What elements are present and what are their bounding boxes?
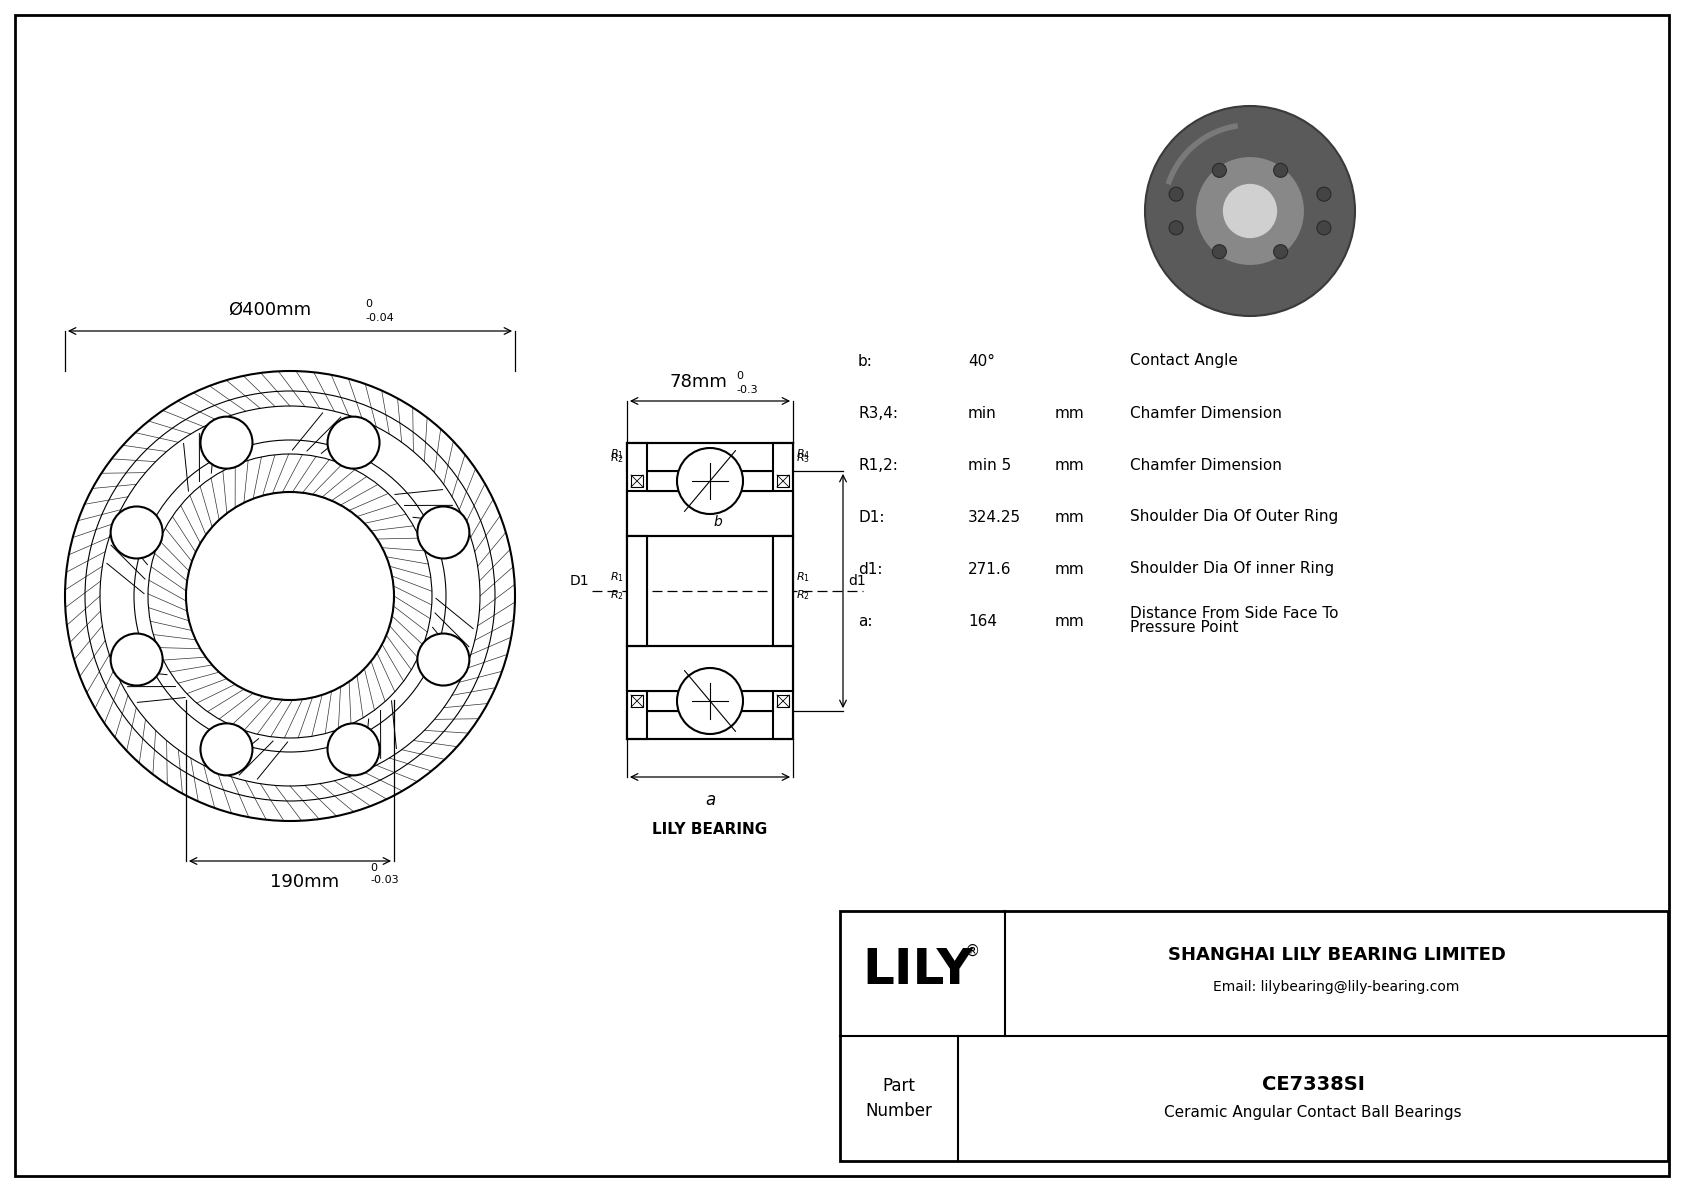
Text: b:: b: (859, 354, 872, 368)
Text: Email: lilybearing@lily-bearing.com: Email: lilybearing@lily-bearing.com (1212, 980, 1460, 994)
Circle shape (111, 506, 163, 559)
Text: R1,2:: R1,2: (859, 457, 898, 473)
Polygon shape (626, 443, 793, 470)
Polygon shape (626, 711, 793, 738)
Text: 78mm: 78mm (669, 373, 727, 391)
Circle shape (1212, 163, 1226, 177)
Text: Part
Number: Part Number (866, 1077, 933, 1120)
Circle shape (200, 417, 253, 468)
Text: -0.04: -0.04 (365, 313, 394, 323)
Circle shape (1273, 163, 1288, 177)
Text: Ceramic Angular Contact Ball Bearings: Ceramic Angular Contact Ball Bearings (1164, 1105, 1462, 1120)
Text: min 5: min 5 (968, 457, 1012, 473)
Text: Chamfer Dimension: Chamfer Dimension (1130, 405, 1282, 420)
Text: Shoulder Dia Of Outer Ring: Shoulder Dia Of Outer Ring (1130, 510, 1339, 524)
Text: $R_4$: $R_4$ (797, 447, 810, 461)
Text: b: b (714, 515, 722, 529)
Text: Chamfer Dimension: Chamfer Dimension (1130, 457, 1282, 473)
Circle shape (1169, 220, 1184, 235)
Text: d1: d1 (849, 574, 866, 588)
Polygon shape (626, 491, 793, 536)
Text: Contact Angle: Contact Angle (1130, 354, 1238, 368)
Text: 324.25: 324.25 (968, 510, 1021, 524)
Text: Pressure Point: Pressure Point (1130, 621, 1238, 636)
Text: CE7338SI: CE7338SI (1261, 1075, 1364, 1095)
Text: -0.03: -0.03 (370, 875, 399, 885)
Text: LILY: LILY (862, 947, 973, 994)
Text: 190mm: 190mm (271, 873, 340, 891)
Text: $R_1$: $R_1$ (610, 570, 625, 584)
Text: SHANGHAI LILY BEARING LIMITED: SHANGHAI LILY BEARING LIMITED (1167, 947, 1505, 965)
Text: mm: mm (1054, 405, 1084, 420)
Circle shape (327, 417, 379, 468)
Circle shape (1169, 187, 1184, 201)
Circle shape (200, 723, 253, 775)
Text: $R_2$: $R_2$ (610, 451, 625, 464)
Text: Ø400mm: Ø400mm (229, 301, 312, 319)
Circle shape (327, 723, 379, 775)
Text: $R_3$: $R_3$ (797, 451, 810, 464)
Text: LILY BEARING: LILY BEARING (652, 822, 768, 837)
Text: a:: a: (859, 613, 872, 629)
Polygon shape (626, 646, 793, 691)
Circle shape (1196, 156, 1305, 266)
Polygon shape (773, 443, 793, 738)
Circle shape (418, 506, 470, 559)
Text: 0: 0 (370, 863, 377, 873)
Text: 164: 164 (968, 613, 997, 629)
Text: $R_1$: $R_1$ (797, 570, 810, 584)
Text: mm: mm (1054, 613, 1084, 629)
Text: d1:: d1: (859, 561, 882, 576)
Polygon shape (773, 536, 793, 646)
Text: Shoulder Dia Of inner Ring: Shoulder Dia Of inner Ring (1130, 561, 1334, 576)
Text: D1:: D1: (859, 510, 884, 524)
Bar (632, 475, 643, 487)
Text: $R_2$: $R_2$ (610, 588, 625, 601)
Circle shape (1145, 106, 1356, 316)
Text: 271.6: 271.6 (968, 561, 1012, 576)
Text: R3,4:: R3,4: (859, 405, 898, 420)
Circle shape (1273, 244, 1288, 258)
Text: ®: ® (965, 944, 980, 959)
Text: $R_2$: $R_2$ (797, 588, 810, 601)
Circle shape (418, 634, 470, 686)
Text: -0.3: -0.3 (736, 385, 758, 395)
Bar (776, 696, 790, 707)
Text: Distance From Side Face To: Distance From Side Face To (1130, 606, 1339, 622)
Circle shape (1223, 183, 1278, 239)
Text: a: a (706, 791, 716, 809)
Bar (776, 475, 790, 487)
Text: min: min (968, 405, 997, 420)
Text: mm: mm (1054, 510, 1084, 524)
Text: 40°: 40° (968, 354, 995, 368)
Text: 0: 0 (736, 372, 743, 381)
Text: mm: mm (1054, 561, 1084, 576)
Bar (632, 696, 643, 707)
Text: 0: 0 (365, 299, 372, 308)
Polygon shape (626, 536, 647, 646)
Circle shape (1317, 187, 1330, 201)
Polygon shape (626, 443, 647, 738)
Text: D1: D1 (569, 574, 589, 588)
Circle shape (677, 668, 743, 734)
Circle shape (1212, 244, 1226, 258)
Bar (840, 911, 1667, 1161)
Circle shape (677, 448, 743, 515)
Text: mm: mm (1054, 457, 1084, 473)
Circle shape (1317, 220, 1330, 235)
Text: $R_1$: $R_1$ (610, 447, 625, 461)
Circle shape (111, 634, 163, 686)
